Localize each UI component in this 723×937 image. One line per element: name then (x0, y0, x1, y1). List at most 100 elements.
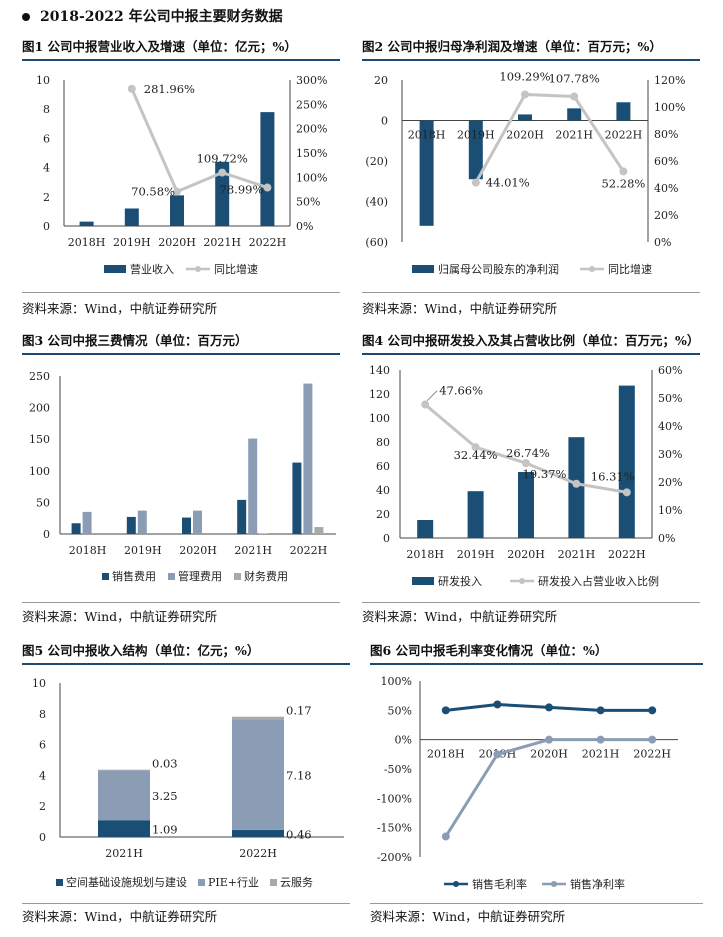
fig6-series-point (648, 735, 657, 744)
fig4-left-tick: 100 (369, 412, 390, 425)
figure-6-title-rule (370, 663, 703, 665)
fig4-ratio-label: 19.37% (523, 467, 567, 481)
fig5-legend-swatch (270, 879, 277, 886)
fig1-right-tick: 150% (296, 147, 327, 160)
fig3-bar (248, 438, 258, 534)
fig2-left-tick: 20 (374, 74, 388, 87)
fig3-bar (259, 533, 269, 534)
fig4-right-tick: 40% (658, 420, 682, 433)
fig4-left-tick: 0 (383, 532, 390, 545)
fig3-category-label: 2021H (234, 544, 272, 557)
fig1-bar (260, 112, 275, 226)
fig6-category-label: 2020H (530, 748, 568, 761)
fig4-category-label: 2022H (608, 548, 646, 561)
figure-5-title-rule (22, 663, 350, 665)
fig1-legend-swatch (104, 265, 126, 273)
fig5-left-tick: 8 (39, 708, 46, 721)
figure-2-chart: (60) (40) (20) 0 20 0% 20% 40% 60% 80% 100% 120% 201… (365, 69, 685, 276)
fig4-right-tick: 0% (658, 532, 675, 545)
fig6-series-point (596, 735, 605, 744)
figure-1-panel: 图1 公司中报营业收入及增速（单位：亿元；%） 0 2 4 6 8 10 0% 50% 100%… (22, 36, 342, 316)
figure-2-source-rule (362, 292, 700, 293)
fig3-bar (193, 510, 202, 534)
fig2-category-label: 2021H (555, 129, 593, 142)
fig4-ratio-point (522, 459, 530, 468)
fig4-bar (417, 520, 434, 538)
fig5-left-tick: 6 (39, 739, 46, 752)
fig4-ratio-label: 26.74% (506, 446, 550, 460)
figure-4-title-rule (362, 353, 700, 355)
fig2-growth-label: 107.78% (549, 71, 600, 85)
fig3-legend-swatch (234, 573, 241, 580)
fig4-ratio-label: 47.66% (439, 384, 483, 398)
fig2-right-tick: 40% (654, 182, 678, 195)
fig1-growth-point (263, 183, 272, 192)
fig2-left-tick: (60) (365, 236, 388, 249)
fig3-category-label: 2020H (179, 544, 217, 557)
fig1-growth-point (173, 187, 181, 196)
fig2-growth-label: 109.29% (499, 69, 550, 83)
fig5-left-tick: 10 (32, 677, 46, 690)
fig4-ratio-point (622, 488, 631, 497)
figure-6-source: 资料来源：Wind，中航证券研究所 (370, 909, 566, 924)
fig2-bar (468, 120, 483, 180)
fig2-right-tick: 100% (654, 101, 685, 114)
figure-5-source-rule (22, 903, 350, 904)
figure-4-source: 资料来源：Wind，中航证券研究所 (362, 609, 558, 624)
fig5-segment-label: 0.46 (286, 827, 312, 841)
fig2-category-label: 2020H (506, 129, 544, 142)
fig4-label-leader (426, 390, 438, 401)
fig5-left-tick: 2 (39, 800, 46, 813)
figure-3-title-rule (22, 353, 340, 355)
fig5-left-tick: 0 (39, 831, 46, 844)
fig2-growth-line (474, 92, 625, 184)
fig3-bar (237, 499, 247, 534)
figure-4-source-rule (362, 602, 700, 603)
fig1-category-label: 2018H (68, 236, 106, 249)
fig2-category-label: 2022H (605, 129, 643, 142)
fig2-growth-point (521, 90, 529, 99)
fig1-right-tick: 200% (296, 123, 327, 136)
page-title: 2018-2022 年公司中报主要财务数据 (22, 6, 283, 26)
figure-6-chart: -200%-150%-100%-50%0%50%100%2018H2019H20… (377, 675, 678, 891)
figure-2-title-rule (362, 59, 700, 61)
fig3-bar (292, 462, 302, 534)
fig5-category-label: 2022H (239, 847, 277, 860)
figure-2-title: 图2 公司中报归母净利润及增速（单位：百万元；%） (362, 39, 662, 54)
fig3-left-tick: 200 (29, 402, 50, 415)
fig4-left-tick: 120 (369, 388, 390, 401)
fig4-ratio-point (572, 479, 581, 488)
fig3-category-label: 2019H (124, 544, 162, 557)
figure-3-title: 图3 公司中报三费情况（单位：百万元） (22, 333, 248, 348)
fig6-series-point (441, 832, 450, 841)
fig3-category-label: 2022H (290, 544, 328, 557)
fig4-ratio-label: 32.44% (454, 448, 498, 462)
fig6-series-point (493, 750, 502, 759)
fig4-right-tick: 10% (658, 504, 682, 517)
fig4-legend-marker (519, 578, 525, 584)
figure-3-source: 资料来源：Wind，中航证券研究所 (22, 609, 218, 624)
fig2-right-tick: 60% (654, 155, 678, 168)
fig1-left-tick: 10 (36, 74, 50, 87)
fig6-legend-label: 销售净利率 (570, 877, 625, 891)
fig4-left-tick: 60 (376, 460, 390, 473)
fig1-right-tick: 50% (296, 196, 320, 209)
figure-2-panel: 图2 公司中报归母净利润及增速（单位：百万元；%） (60) (40) (20) 0 2… (362, 36, 702, 316)
figure-6-source-rule (370, 903, 703, 904)
figure-3-source-rule (22, 602, 340, 603)
fig3-bar (314, 527, 324, 534)
fig4-left-tick: 20 (376, 508, 390, 521)
fig4-left-tick: 140 (369, 364, 390, 377)
fig5-legend-label: 空间基础设施规划与建设 (66, 875, 187, 889)
fig4-category-label: 2019H (457, 548, 495, 561)
fig4-right-tick: 30% (658, 448, 682, 461)
fig6-category-label: 2018H (427, 748, 465, 761)
fig6-category-label: 2022H (633, 748, 671, 761)
fig6-legend-marker (453, 881, 459, 887)
fig2-right-tick: 80% (654, 128, 678, 141)
fig1-growth-label: 70.58% (131, 185, 175, 199)
fig2-right-tick: 20% (654, 209, 678, 222)
fig2-bar (419, 120, 434, 226)
fig4-right-tick: 20% (658, 476, 682, 489)
